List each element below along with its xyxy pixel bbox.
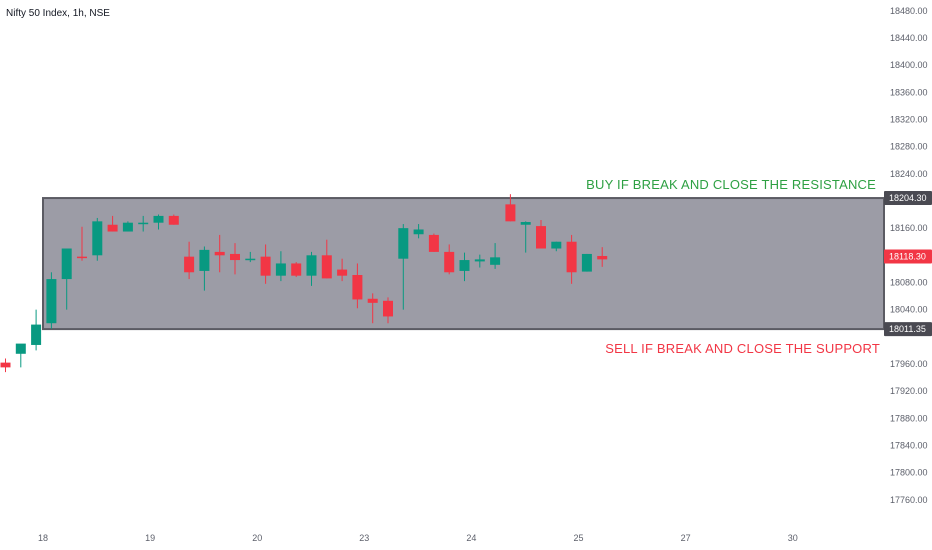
candle-up bbox=[46, 279, 57, 324]
candle-up bbox=[459, 260, 470, 271]
candle-down bbox=[260, 256, 271, 276]
candle-up bbox=[581, 253, 592, 272]
candle-down bbox=[77, 256, 87, 259]
x-tick-label: 19 bbox=[145, 533, 155, 543]
resistance-price-tag: 18204.30 bbox=[884, 191, 932, 206]
candle-up bbox=[199, 249, 210, 271]
candle-up bbox=[474, 259, 485, 262]
candle-down bbox=[428, 234, 439, 252]
candle-up bbox=[61, 248, 72, 280]
y-tick-label: 17800.00 bbox=[890, 468, 928, 478]
y-tick-label: 18480.00 bbox=[890, 6, 928, 16]
y-tick-label: 17920.00 bbox=[890, 386, 928, 396]
y-tick-label: 17960.00 bbox=[890, 359, 928, 369]
candle-up bbox=[15, 343, 26, 354]
candle-down bbox=[444, 251, 455, 273]
support-price-tag: 18011.35 bbox=[884, 322, 932, 337]
candle-down bbox=[352, 274, 363, 300]
candle-down bbox=[184, 256, 195, 273]
y-tick-label: 18320.00 bbox=[890, 114, 928, 124]
candle-up bbox=[31, 324, 42, 345]
svg-text:18118.30: 18118.30 bbox=[889, 251, 926, 261]
candle-down bbox=[214, 251, 225, 256]
x-tick-label: 23 bbox=[359, 533, 369, 543]
candle-down bbox=[383, 300, 393, 317]
y-tick-label: 18040.00 bbox=[890, 305, 928, 315]
x-tick-label: 24 bbox=[466, 533, 476, 543]
chart-title: Nifty 50 Index, 1h, NSE bbox=[6, 8, 110, 19]
y-tick-label: 18240.00 bbox=[890, 169, 928, 179]
x-axis: 18 19 20 23 24 25 27 30 bbox=[38, 533, 798, 543]
candle-up bbox=[413, 229, 424, 235]
x-tick-label: 20 bbox=[252, 533, 262, 543]
candle-up bbox=[92, 221, 103, 256]
y-tick-label: 17760.00 bbox=[890, 495, 928, 505]
candle-up bbox=[275, 263, 286, 276]
y-tick-label: 17880.00 bbox=[890, 413, 928, 423]
candles-group bbox=[0, 194, 608, 373]
svg-text:18011.35: 18011.35 bbox=[889, 324, 926, 334]
candle-down bbox=[107, 224, 118, 232]
y-axis: 18480.00 18440.00 18400.00 18360.00 18320.00… bbox=[890, 6, 928, 505]
candle-up bbox=[490, 257, 501, 265]
candle-down bbox=[337, 269, 348, 276]
candle-down bbox=[597, 255, 608, 260]
candle-down bbox=[168, 215, 179, 225]
y-tick-label: 18280.00 bbox=[890, 142, 928, 152]
x-tick-label: 30 bbox=[788, 533, 798, 543]
x-tick-label: 18 bbox=[38, 533, 48, 543]
candle-up bbox=[306, 255, 317, 276]
candle-up bbox=[520, 222, 531, 225]
y-tick-label: 17840.00 bbox=[890, 440, 928, 450]
candle-up bbox=[551, 241, 562, 249]
candle-down bbox=[230, 253, 240, 261]
last-price-tag: 18118.30 bbox=[884, 249, 932, 264]
x-tick-label: 27 bbox=[681, 533, 691, 543]
y-tick-label: 18160.00 bbox=[890, 223, 928, 233]
y-tick-label: 18080.00 bbox=[890, 277, 928, 287]
candle-down bbox=[291, 263, 302, 276]
candle-down bbox=[0, 362, 11, 368]
candle-up bbox=[122, 222, 133, 232]
y-tick-label: 18360.00 bbox=[890, 87, 928, 97]
sell-annotation: SELL IF BREAK AND CLOSE THE SUPPORT bbox=[605, 341, 880, 356]
candle-up bbox=[153, 215, 164, 223]
candle-up bbox=[138, 222, 149, 225]
candle-down bbox=[367, 298, 378, 303]
buy-annotation: BUY IF BREAK AND CLOSE THE RESISTANCE bbox=[586, 177, 876, 192]
candle-down bbox=[505, 204, 516, 222]
x-tick-label: 25 bbox=[573, 533, 583, 543]
candle-down bbox=[566, 241, 577, 273]
candle-down bbox=[536, 226, 546, 249]
candle-up bbox=[245, 258, 256, 261]
y-tick-label: 18440.00 bbox=[890, 33, 928, 43]
candle-up bbox=[398, 228, 409, 259]
svg-text:18204.30: 18204.30 bbox=[889, 193, 927, 203]
candle-down bbox=[321, 255, 332, 279]
y-tick-label: 18400.00 bbox=[890, 60, 928, 70]
